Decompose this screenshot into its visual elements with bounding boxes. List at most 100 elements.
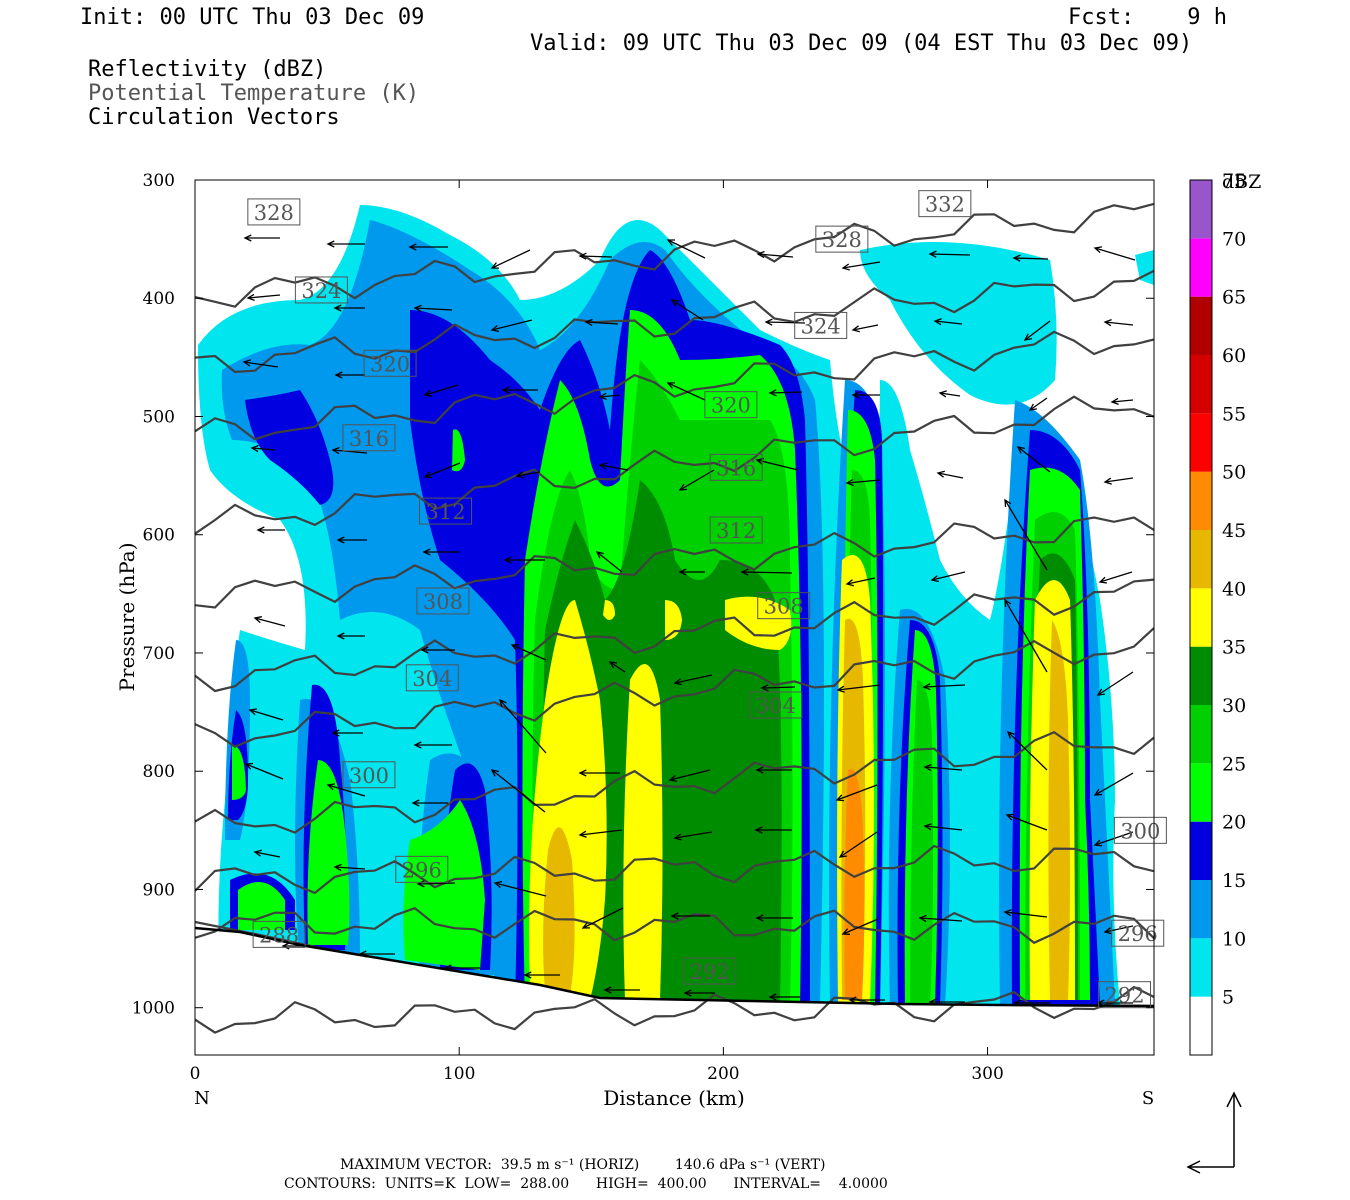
theta-contour-label: 312 [709, 516, 763, 544]
theta-contour [195, 906, 1154, 945]
colorbar-label: 60 [1222, 345, 1246, 367]
theta-contour-label: 300 [1113, 816, 1167, 844]
y-tick-label: 400 [143, 289, 175, 309]
colorbar-label: 5 [1222, 987, 1234, 1009]
circulation-vector [1023, 320, 1051, 341]
colorbar-swatch [1190, 763, 1212, 822]
theta-contour-label: 308 [757, 592, 811, 620]
circulation-vector [256, 526, 285, 534]
circulation-vector [756, 250, 794, 259]
svg-text:316: 316 [349, 427, 389, 451]
circulation-vector [841, 261, 881, 271]
circulation-vector [930, 571, 966, 583]
circulation-vector [422, 548, 460, 556]
circulation-vector [841, 918, 879, 935]
theta-contour [195, 627, 1154, 748]
circulation-vector [584, 318, 619, 326]
circulation-vector [490, 319, 533, 333]
colorbar-frame [1189, 179, 1213, 1056]
circulation-vector [408, 243, 448, 251]
circulation-vector [755, 766, 792, 774]
colorbar-swatch [1190, 296, 1212, 355]
circulation-vector [678, 469, 715, 491]
colorbar-swatch [1190, 355, 1212, 414]
theta-contour [195, 985, 1154, 1034]
circulation-vector [1028, 397, 1048, 411]
circulation-vector [938, 390, 961, 398]
theta-contour-label: 296 [1111, 919, 1165, 947]
circulation-vector [928, 250, 971, 258]
y-tick-label: 300 [143, 171, 175, 191]
reflectivity-fill [198, 205, 1154, 1005]
colorbar-label: 70 [1222, 228, 1246, 250]
colorbar-label: 50 [1222, 462, 1246, 484]
circulation-vector [250, 444, 276, 453]
theta-contour-label: 312 [419, 497, 473, 525]
circulation-vector [1006, 730, 1048, 771]
circulation-vector [845, 478, 881, 487]
circulation-vector [851, 324, 879, 333]
init-time: Init: 00 UTC Thu 03 Dec 09 [80, 5, 425, 30]
max-vector-note: MAXIMUM VECTOR: 39.5 m s⁻¹ (HORIZ) 140.6… [340, 1157, 826, 1173]
circulation-vector [1005, 813, 1048, 831]
circulation-vector [673, 831, 713, 841]
theta-contour-label: 304 [405, 664, 459, 692]
circulation-vector [423, 384, 459, 397]
circulation-vector [523, 971, 560, 979]
theta-contour [195, 578, 1154, 693]
theta-contour-label: 320 [704, 391, 758, 419]
svg-text:300: 300 [349, 764, 389, 788]
circulation-vector [595, 551, 623, 573]
colorbar-swatch [1190, 996, 1212, 1055]
circulation-vector [768, 389, 803, 397]
circulation-vector [1004, 598, 1048, 673]
circulation-vector [928, 998, 965, 1006]
svg-text:332: 332 [925, 193, 965, 217]
svg-text:308: 308 [423, 590, 463, 614]
svg-text:292: 292 [1104, 984, 1144, 1008]
theta-contour-label: 316 [709, 453, 763, 481]
circulation-vector [683, 989, 715, 997]
circulation-vector [413, 741, 452, 749]
theta-contour-label: 328 [247, 198, 301, 226]
ground-line [194, 926, 1155, 1008]
theta-contour [195, 202, 1154, 308]
theta-contour [195, 844, 1154, 895]
circulation-vector [670, 912, 710, 920]
circulation-vector [598, 392, 621, 401]
circulation-vector [336, 536, 367, 544]
circulation-vector [764, 318, 806, 326]
circulation-vector [754, 826, 792, 834]
circulation-vector [1012, 254, 1049, 262]
theta-contour [195, 269, 1154, 374]
circulation-vector [1093, 246, 1136, 261]
circulation-vector [598, 462, 629, 471]
x-axis-label: Distance (km) [603, 1086, 745, 1110]
field-reflectivity: Reflectivity (dBZ) [88, 57, 327, 82]
svg-text:292: 292 [690, 960, 730, 984]
theta-contour [195, 730, 1154, 834]
circulation-vector [851, 391, 880, 399]
circulation-vector [336, 632, 365, 640]
colorbar-swatch [1190, 821, 1212, 880]
circulation-vector [331, 446, 368, 455]
circulation-vector [836, 684, 881, 693]
svg-text:312: 312 [716, 519, 756, 543]
circulation-vector [1016, 446, 1051, 473]
circulation-vector [1013, 999, 1050, 1007]
contour-note: CONTOURS: UNITS=K LOW= 288.00 HIGH= 400.… [284, 1176, 888, 1192]
circulation-vector [503, 556, 545, 564]
colorbar-label: 55 [1222, 403, 1246, 425]
circulation-vector [423, 462, 461, 479]
colorbar-label: 35 [1222, 637, 1246, 659]
svg-text:324: 324 [301, 279, 341, 303]
svg-text:328: 328 [822, 228, 862, 252]
circulation-vector [666, 382, 706, 401]
colorbar-swatch [1190, 588, 1212, 647]
svg-text:324: 324 [801, 314, 841, 338]
circulation-vector [673, 674, 713, 686]
circulation-vector [244, 762, 284, 780]
forecast-hour: Fcst: 9 h [1068, 5, 1227, 30]
theta-contour [195, 395, 1154, 535]
